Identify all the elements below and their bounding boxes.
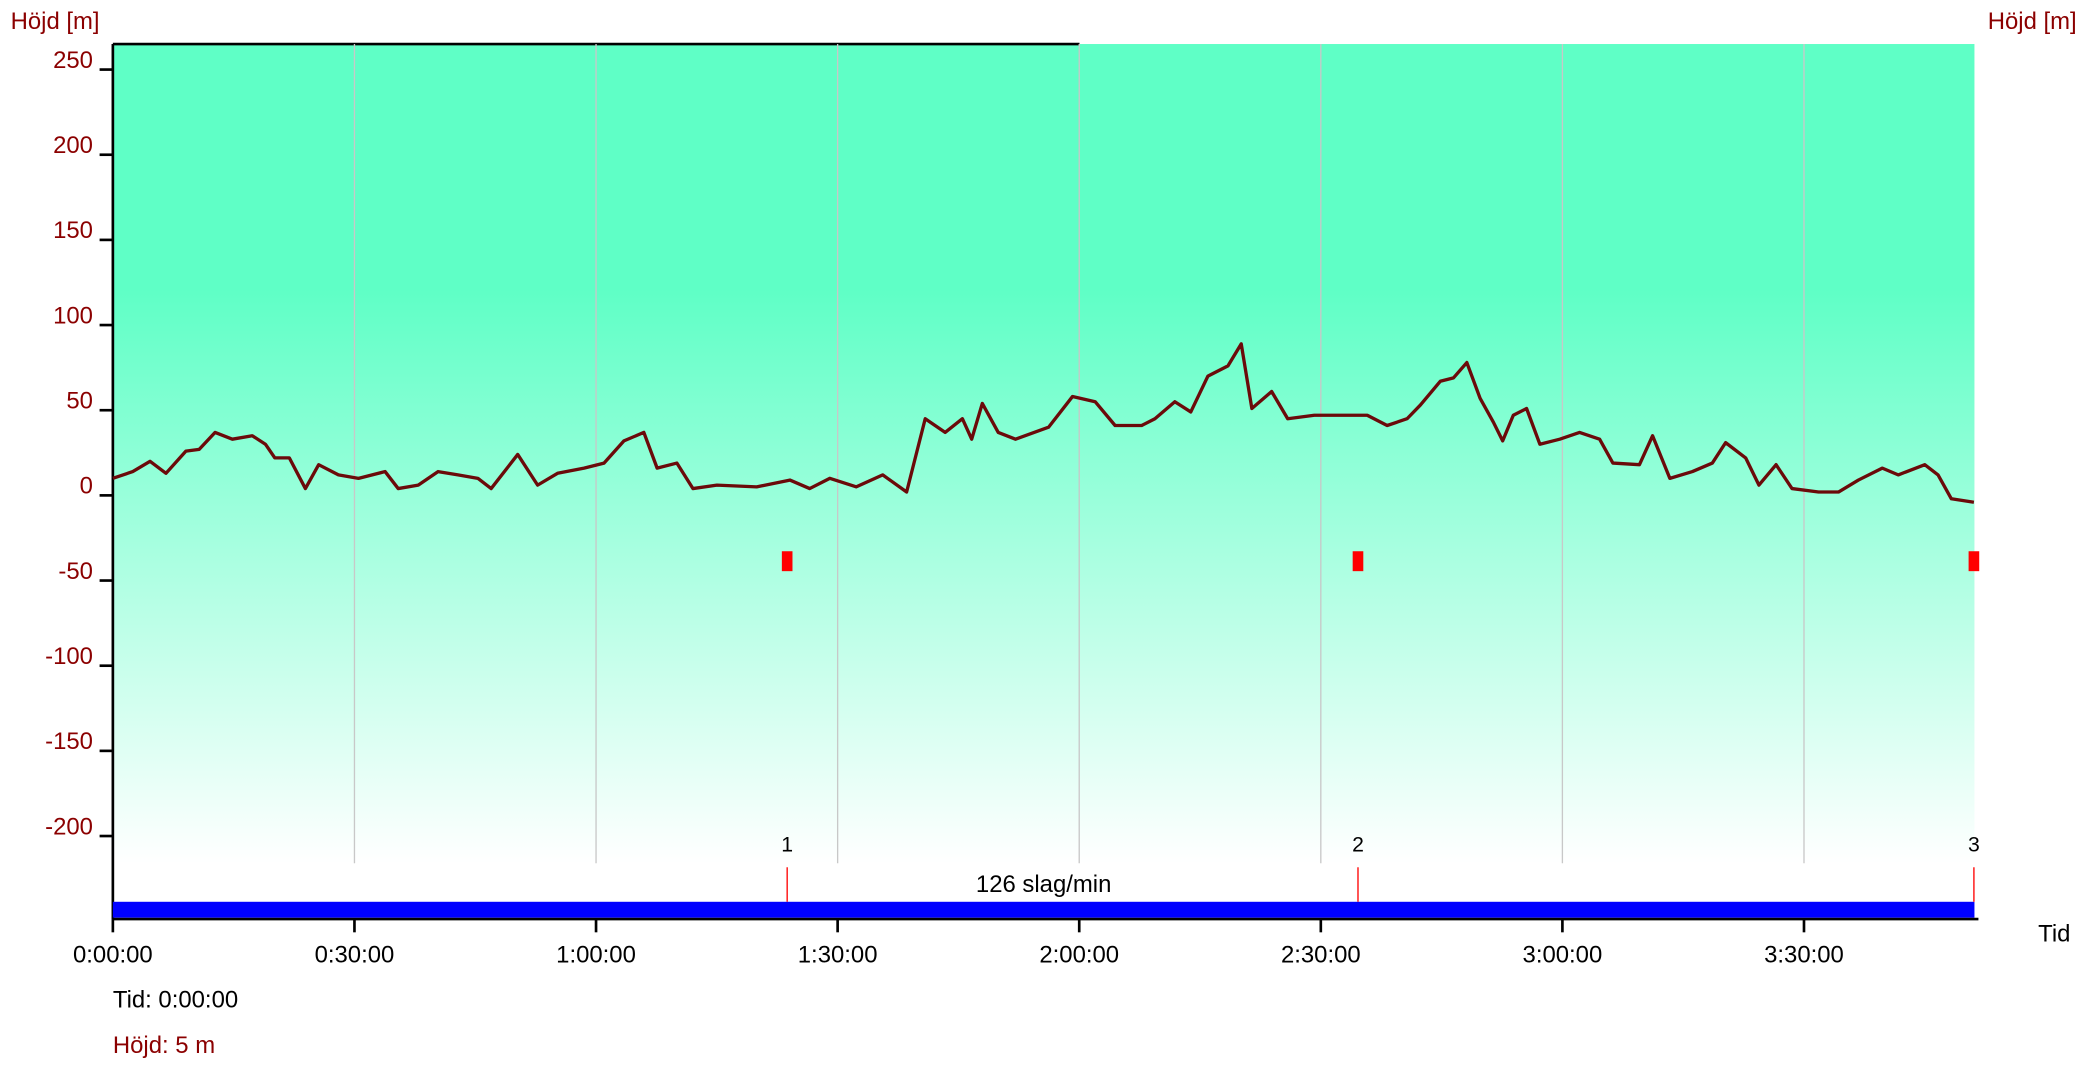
y-tick-label: 0 (80, 473, 93, 500)
status-time: Tid: 0:00:00 (113, 987, 238, 1014)
x-tick-label: 1:00:00 (556, 942, 636, 969)
lap-marker (1968, 551, 1980, 572)
y-tick-label: 100 (53, 302, 93, 329)
y-tick-label: 150 (53, 217, 93, 244)
y-tick-label: -200 (45, 813, 93, 840)
x-tick-label: 2:00:00 (1039, 942, 1119, 969)
x-tick-label: 3:00:00 (1523, 942, 1603, 969)
band (112, 901, 1975, 918)
x-tick-label: 3:30:00 (1764, 942, 1844, 969)
lap-marker (1352, 551, 1364, 572)
lap-label: 1 (781, 833, 793, 857)
x-tick-label: 2:30:00 (1281, 942, 1361, 969)
lap-marker (781, 551, 793, 572)
lap-label: 3 (1968, 833, 1980, 857)
y2-axis-title: Höjd [m] (1988, 8, 2077, 35)
x-tick-label: 1:30:00 (798, 942, 878, 969)
lap-label: 2 (1352, 833, 1364, 857)
y-tick-label: 200 (53, 132, 93, 159)
y-tick-label: -100 (45, 643, 93, 670)
y-tick-label: -150 (45, 728, 93, 755)
elevation-line (112, 342, 1975, 504)
x-tick-label: 0:00:00 (73, 942, 153, 969)
plot-area (112, 44, 1975, 864)
y-tick-label: 250 (53, 47, 93, 74)
status-height: Höjd: 5 m (113, 1032, 215, 1059)
band-label: 126 slag/min (976, 871, 1111, 898)
x-axis-title: Tid (2038, 920, 2070, 947)
y-tick-label: 50 (66, 388, 93, 415)
y-tick-label: -50 (58, 558, 93, 585)
y-axis-title: Höjd [m] (11, 8, 100, 35)
x-tick-label: 0:30:00 (315, 942, 395, 969)
